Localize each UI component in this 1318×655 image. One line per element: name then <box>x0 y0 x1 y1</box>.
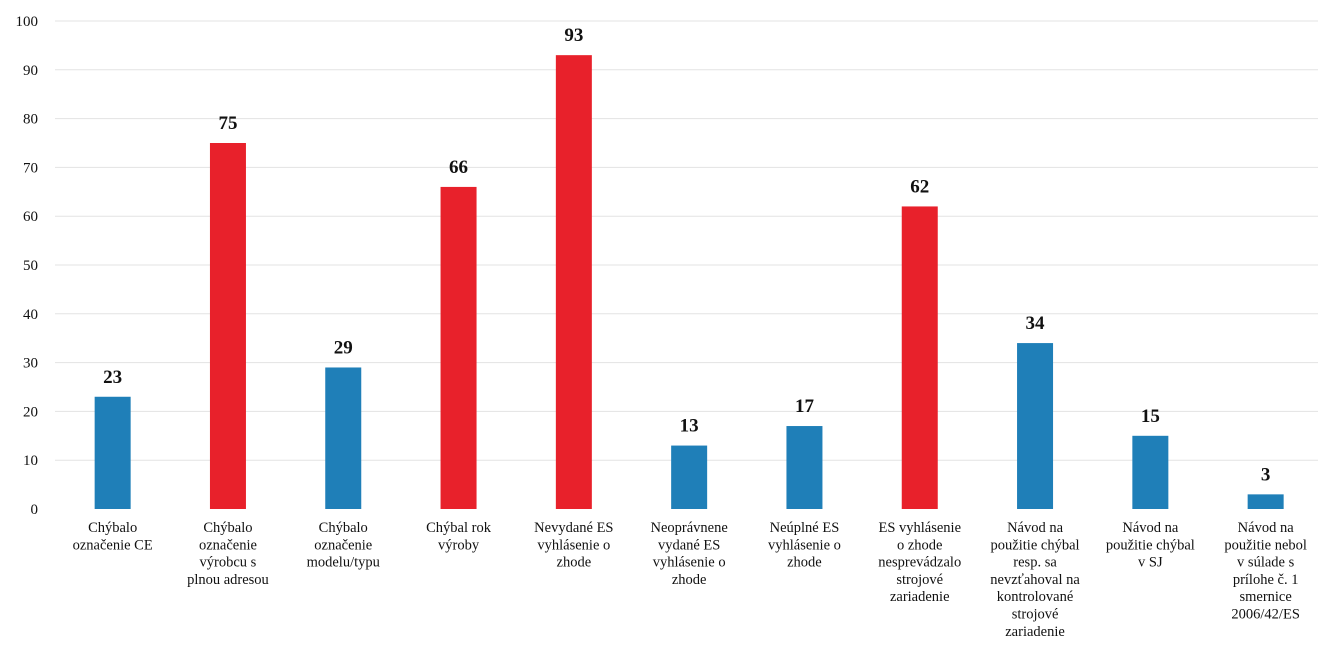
category-label: ES vyhlásenie o zhode nesprevádzalo strojov… <box>878 520 961 605</box>
category-label-line: označenie CE <box>73 537 153 553</box>
category-label-line: zhode <box>787 555 822 571</box>
category-label: Neoprávnene vydané ES vyhlásenie o zhode <box>651 520 728 588</box>
category-label: Návod na použitie nebol v súlade s prílohe … <box>1224 520 1307 623</box>
category-label-line: prílohe č. 1 <box>1233 572 1299 588</box>
category-label-line: v súlade s <box>1237 555 1295 571</box>
category-label: Chýbalo označenie výrobcu s plnou adresou <box>187 520 269 588</box>
bar <box>1132 435 1169 509</box>
category-label: Chýbalo označenie CE <box>73 520 153 553</box>
category-label-line: Neúplné ES <box>770 520 840 536</box>
category-label-line: strojové <box>1012 607 1059 623</box>
bar <box>1017 343 1054 509</box>
category-label-line: strojové <box>896 572 943 588</box>
category-label-line: kontrolované <box>997 589 1074 605</box>
y-tick-label: 30 <box>23 356 38 372</box>
category-label: Návod na použitie chýbal resp. sa nevzťahov… <box>990 520 1080 640</box>
category-label-line: označenie <box>314 537 372 553</box>
bar <box>94 396 131 509</box>
bar <box>555 55 592 509</box>
category-label-line: použitie chýbal <box>1106 537 1195 553</box>
bar <box>671 445 708 509</box>
bar <box>901 206 938 509</box>
category-label-line: označenie <box>199 537 257 553</box>
y-tick-label: 50 <box>23 258 38 274</box>
category-label: Návod na použitie chýbal v SJ <box>1106 520 1195 571</box>
grid-lines <box>55 20 1318 461</box>
category-label-line: vydané ES <box>658 537 720 553</box>
category-label-line: výrobcu s <box>200 555 257 571</box>
y-tick-label: 40 <box>23 307 38 323</box>
data-label: 66 <box>449 157 468 178</box>
data-label: 3 <box>1261 464 1271 485</box>
y-tick-label: 20 <box>23 404 38 420</box>
data-label: 13 <box>680 416 699 437</box>
data-label: 29 <box>334 337 353 358</box>
data-label: 15 <box>1141 406 1160 427</box>
category-label-line: Chýbalo <box>203 520 252 536</box>
category-label-line: Chýbal rok <box>426 520 492 536</box>
category-label-line: resp. sa <box>1013 555 1057 571</box>
bar <box>209 143 246 509</box>
category-label-line: zhode <box>557 555 592 571</box>
data-label: 62 <box>910 176 929 197</box>
data-label: 17 <box>795 396 815 417</box>
category-label-line: zariadenie <box>1005 624 1065 640</box>
category-label: Chýbal rok výroby <box>426 520 492 553</box>
data-label: 75 <box>218 113 237 134</box>
bar <box>325 367 362 509</box>
category-label-line: zhode <box>672 572 707 588</box>
category-label-line: smernice <box>1239 589 1291 605</box>
category-label-line: výroby <box>438 537 480 553</box>
category-label-line: Neoprávnene <box>651 520 728 536</box>
bar <box>1247 494 1284 509</box>
y-tick-label: 70 <box>23 160 38 176</box>
category-label-line: Chýbalo <box>88 520 137 536</box>
category-label-line: Návod na <box>1122 520 1179 536</box>
data-labels: 23 75 29 66 93 13 17 62 34 15 3 <box>103 25 1270 485</box>
y-tick-label: 90 <box>23 63 38 79</box>
y-tick-label: 10 <box>23 453 38 469</box>
category-label-line: modelu/typu <box>307 555 380 571</box>
data-label: 34 <box>1026 313 1046 334</box>
category-label-line: nesprevádzalo <box>878 555 961 571</box>
y-tick-label: 80 <box>23 112 38 128</box>
data-label: 23 <box>103 367 122 388</box>
category-label-line: o zhode <box>897 537 943 553</box>
y-tick-label: 100 <box>16 14 39 30</box>
category-label-line: použitie chýbal <box>991 537 1080 553</box>
data-label: 93 <box>564 25 583 46</box>
category-label: Nevydané ES vyhlásenie o zhode <box>534 520 613 571</box>
category-label: Chýbalo označenie modelu/typu <box>307 520 380 571</box>
bar <box>786 426 823 509</box>
category-label-line: nevzťahoval na <box>990 572 1080 588</box>
category-label-line: vyhlásenie o <box>653 555 726 571</box>
category-label-line: použitie nebol <box>1224 537 1307 553</box>
category-label-line: Návod na <box>1007 520 1064 536</box>
category-label-line: Nevydané ES <box>534 520 613 536</box>
category-label-line: vyhlásenie o <box>768 537 841 553</box>
category-label-line: ES vyhlásenie <box>878 520 961 536</box>
y-tick-label: 60 <box>23 209 38 225</box>
category-label-line: v SJ <box>1138 555 1163 571</box>
y-axis-ticks: 0 10 20 30 40 50 60 70 80 90 100 <box>16 14 39 518</box>
bar <box>440 186 477 510</box>
bars <box>94 55 1284 510</box>
category-label-line: Chýbalo <box>319 520 368 536</box>
category-label-line: plnou adresou <box>187 572 269 588</box>
category-label-line: zariadenie <box>890 589 950 605</box>
category-label-line: Návod na <box>1238 520 1295 536</box>
category-label-line: vyhlásenie o <box>537 537 610 553</box>
category-label: Neúplné ES vyhlásenie o zhode <box>768 520 841 571</box>
category-label-line: 2006/42/ES <box>1231 607 1299 623</box>
y-tick-label: 0 <box>31 502 39 518</box>
